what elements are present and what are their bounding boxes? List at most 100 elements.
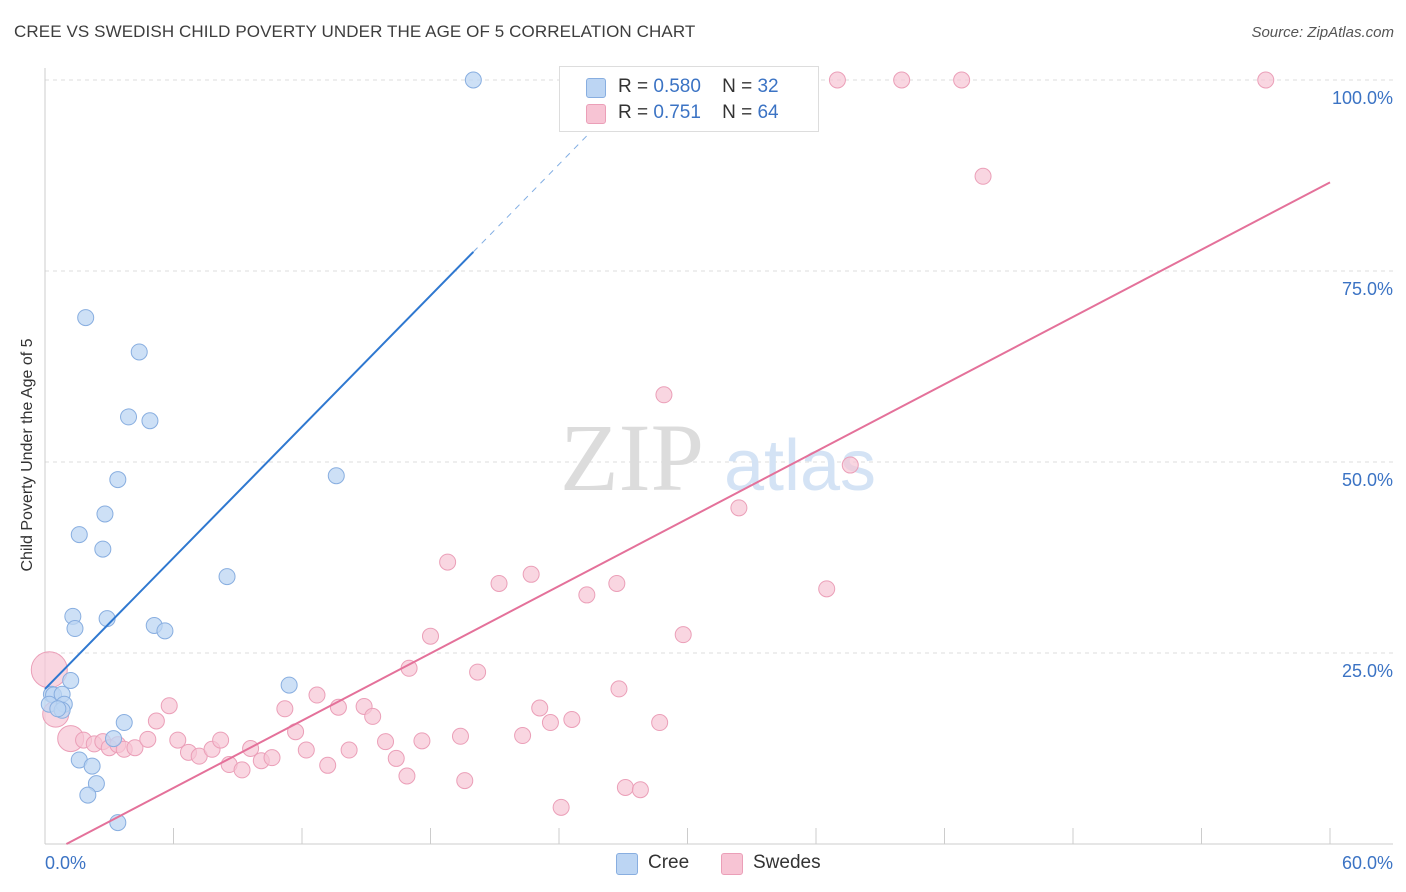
cree-point <box>96 505 114 523</box>
source-label: Source: ZipAtlas.com <box>1251 24 1394 41</box>
swedes-point <box>974 167 992 185</box>
swedes-point <box>169 731 187 749</box>
swedes-legend-swatch <box>721 853 743 875</box>
cree-point <box>94 540 112 558</box>
swedes-point <box>631 781 649 799</box>
x-tick-label-max: 60.0% <box>1342 853 1393 873</box>
swedes-point <box>398 767 416 785</box>
swedes-point <box>469 663 487 681</box>
watermark-zip: ZIP <box>560 404 704 511</box>
swedes-point <box>413 732 431 750</box>
swedes-point <box>552 798 570 816</box>
swedes-point <box>818 580 836 598</box>
y-tick-label: 50.0% <box>1342 470 1393 490</box>
cree-point <box>66 620 84 638</box>
cree-point <box>130 343 148 361</box>
swedes-point <box>541 714 559 732</box>
swedes-point <box>139 730 157 748</box>
swedes-point <box>451 727 469 745</box>
swedes-point <box>578 586 596 604</box>
swedes-point <box>147 712 165 730</box>
y-tick-label: 25.0% <box>1342 661 1393 681</box>
y-tick-label: 75.0% <box>1342 279 1393 299</box>
swedes-trend-line <box>65 181 1331 845</box>
swedes-point <box>319 756 337 774</box>
swedes-point <box>522 565 540 583</box>
cree-point <box>141 412 159 430</box>
swedes-point <box>893 71 911 89</box>
swedes-point <box>263 749 281 767</box>
cree-point <box>79 786 97 804</box>
trend-lines <box>44 120 1331 845</box>
swedes-point <box>439 553 457 571</box>
swedes-r-label: R = <box>618 102 649 123</box>
swedes-n-value: 64 <box>757 102 779 123</box>
swedes-point <box>841 456 859 474</box>
swedes-point <box>160 697 178 715</box>
swedes-point <box>30 651 68 689</box>
swedes-point <box>616 778 634 796</box>
swedes-point <box>212 731 230 749</box>
cree-point <box>109 471 127 489</box>
chart-title: CREE VS SWEDISH CHILD POVERTY UNDER THE … <box>14 22 696 41</box>
cree-point <box>62 672 80 690</box>
swedes-legend-label: Swedes <box>753 852 821 873</box>
swedes-point <box>608 574 626 592</box>
cree-point <box>280 676 298 694</box>
swedes-point <box>651 714 669 732</box>
swedes-point <box>674 626 692 644</box>
correlation-legend: R = 0.580 N = 32 R = 0.751 N = 64 <box>559 66 819 132</box>
y-tick-labels: 25.0% 50.0% 75.0% 100.0% <box>1332 88 1393 681</box>
cree-r-label: R = <box>618 76 649 97</box>
swedes-point <box>308 686 326 704</box>
swedes-point <box>377 733 395 751</box>
cree-point <box>87 775 105 793</box>
cree-point <box>327 467 345 485</box>
swedes-point <box>531 699 549 717</box>
swedes-swatch <box>586 104 606 124</box>
swedes-point <box>422 627 439 645</box>
swedes-point <box>297 741 315 759</box>
swedes-point <box>233 761 251 779</box>
cree-point <box>115 714 133 732</box>
swedes-point <box>276 700 294 718</box>
swedes-point <box>387 749 405 767</box>
cree-n-value: 32 <box>757 76 779 97</box>
swedes-point <box>514 727 532 745</box>
cree-point <box>156 622 174 640</box>
cree-trend-extension <box>472 120 603 253</box>
gridlines <box>45 79 1393 654</box>
cree-point <box>83 757 101 775</box>
axes <box>44 68 1393 845</box>
swedes-point <box>340 741 358 759</box>
swedes-r-value: 0.751 <box>653 102 701 123</box>
swedes-point <box>1257 71 1275 89</box>
swedes-point <box>490 574 508 592</box>
cree-swatch <box>586 78 606 98</box>
cree-n-label: N = <box>722 76 753 97</box>
swedes-series <box>30 71 1275 816</box>
swedes-point <box>828 71 846 89</box>
swedes-point <box>456 772 474 790</box>
cree-point <box>49 700 67 718</box>
swedes-point <box>364 707 382 725</box>
cree-point <box>70 526 88 544</box>
cree-legend-label: Cree <box>648 852 690 873</box>
swedes-point <box>610 680 628 698</box>
cree-legend-swatch <box>616 853 638 875</box>
cree-point <box>77 309 95 327</box>
cree-trend-line <box>44 251 475 690</box>
cree-point <box>120 408 138 426</box>
swedes-point <box>730 499 748 517</box>
swedes-point <box>953 71 971 89</box>
swedes-point <box>126 739 144 757</box>
cree-point <box>218 568 236 586</box>
cree-point <box>105 730 123 748</box>
swedes-n-label: N = <box>722 102 753 123</box>
cree-series <box>40 71 482 832</box>
swedes-point <box>563 710 581 728</box>
x-axis-ticks <box>44 828 1331 844</box>
x-tick-label-min: 0.0% <box>45 853 86 873</box>
y-tick-label: 100.0% <box>1332 88 1393 108</box>
